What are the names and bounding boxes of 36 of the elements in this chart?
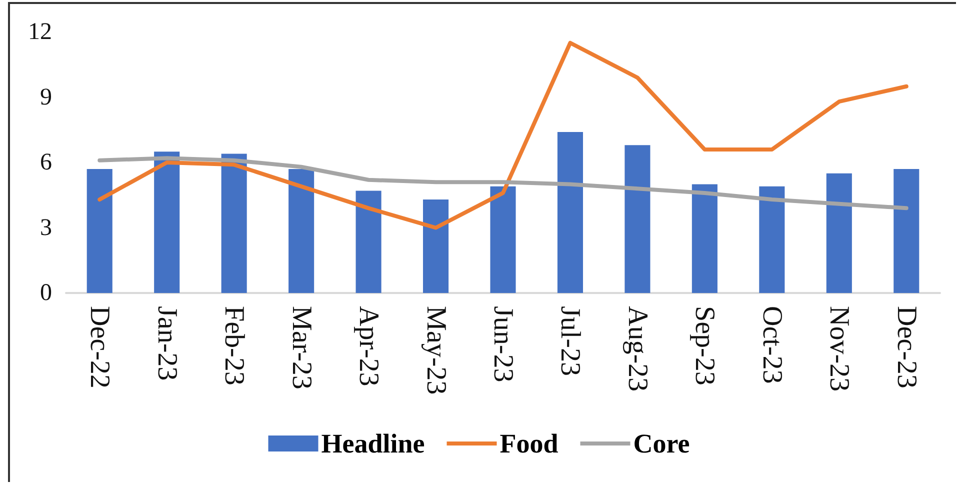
bar: [759, 186, 785, 293]
x-tick-label: Oct-23: [756, 306, 788, 384]
x-tick-label: Aug-23: [622, 306, 653, 392]
y-tick-label: 9: [40, 84, 52, 110]
x-tick-label: Jan-23: [151, 306, 182, 381]
bar: [490, 186, 516, 293]
line-series: [98, 156, 908, 210]
bar: [557, 132, 584, 293]
bar: [692, 184, 718, 293]
bar: [86, 169, 112, 293]
bar: [154, 152, 180, 293]
bar: [221, 154, 247, 293]
bar: [624, 145, 650, 293]
x-tick-label: Jun-23: [488, 306, 518, 382]
legend-label: Food: [500, 428, 558, 458]
y-tick-label: 6: [40, 150, 52, 176]
x-tick-label: Dec-23: [890, 306, 922, 388]
y-tick-label: 12: [28, 19, 52, 45]
legend-label: Core: [633, 428, 690, 458]
x-tick-label: May-23: [420, 306, 452, 395]
y-tick-label: 0: [40, 280, 52, 306]
x-tick-label: Jul-23: [554, 306, 586, 376]
line-series: [98, 40, 908, 230]
x-tick-label: Apr-23: [353, 306, 384, 386]
x-tick-label: Nov-23: [824, 306, 855, 392]
legend-label: Headline: [321, 428, 425, 458]
x-tick-label: Sep-23: [689, 306, 720, 386]
bar: [894, 169, 920, 293]
x-tick-label: Mar-23: [286, 306, 317, 390]
bar: [288, 169, 314, 293]
bar: [826, 173, 852, 293]
x-tick-label: Feb-23: [218, 306, 250, 386]
y-tick-label: 3: [40, 214, 52, 241]
x-tick-label: Dec-22: [84, 306, 116, 388]
bar: [356, 190, 382, 293]
bar: [422, 199, 449, 293]
